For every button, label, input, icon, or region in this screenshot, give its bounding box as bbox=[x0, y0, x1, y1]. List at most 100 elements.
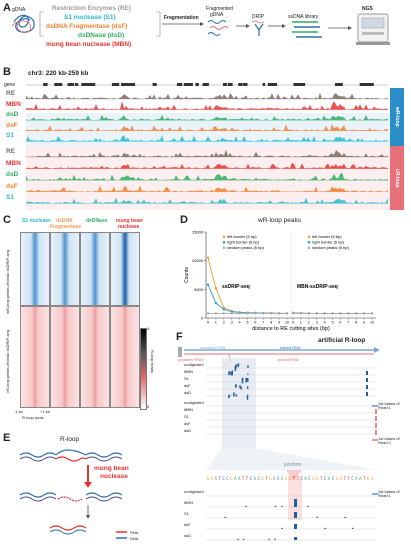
heatmap-colorbar bbox=[140, 328, 147, 410]
track-label-cr-dsf: dsF bbox=[6, 182, 18, 190]
y-tick-label: 10000 bbox=[192, 258, 204, 263]
mbn-label: mung bean nuclease (MBN) bbox=[46, 41, 132, 48]
f-bot-track-2: S1 bbox=[184, 511, 189, 516]
data-point-1 bbox=[323, 312, 326, 315]
zoom-region bbox=[222, 358, 256, 448]
x-tick-label: 10 bbox=[370, 321, 374, 325]
subpanel-title: MBN-ssDRIP-seq bbox=[297, 284, 338, 290]
heatmap-col-dsd: dsDNase bbox=[86, 218, 108, 224]
dsd-label: dsDNase (dsD) bbox=[78, 32, 125, 39]
ngs-label: NGS bbox=[362, 6, 373, 12]
heatmap-cr-3 bbox=[110, 306, 140, 408]
f-top-track-3: dsF bbox=[184, 383, 191, 388]
track-signal-wr-s1 bbox=[26, 135, 388, 142]
f-top-track-2: S1 bbox=[184, 376, 189, 381]
gene-track bbox=[26, 83, 388, 86]
data-point-1 bbox=[291, 312, 295, 315]
y-tick-label: 15000 bbox=[192, 230, 204, 235]
data-point-0 bbox=[238, 312, 241, 315]
data-point-1 bbox=[307, 312, 310, 315]
track-signal-wr-mbn bbox=[26, 100, 388, 110]
data-point-0 bbox=[246, 312, 249, 315]
track-label-cr-s1: S1 bbox=[6, 194, 14, 202]
f-mid-track-0: undigested bbox=[184, 400, 204, 405]
legend-marker bbox=[307, 235, 311, 239]
x-tick-label: 6 bbox=[339, 321, 341, 325]
f-mid-track-4: dsD bbox=[184, 428, 192, 433]
track-signal-cr-mbn bbox=[26, 162, 388, 169]
f-bot-track-4: dsD bbox=[184, 533, 192, 538]
track-label-cr-mbn: MBN bbox=[6, 159, 21, 167]
fragmented-label: Fragmented bbox=[206, 6, 233, 12]
f-bot-track-1: MBN bbox=[184, 500, 193, 505]
gdna-tangle-icon bbox=[11, 14, 35, 33]
gdna-label: gDNA bbox=[12, 7, 26, 13]
track-signal-wr-dsf bbox=[26, 124, 388, 131]
data-point-0 bbox=[222, 312, 225, 315]
f-top-track-4: dsD bbox=[184, 390, 192, 395]
x-tick-label: 9 bbox=[278, 321, 280, 325]
x-tick-label: 1 bbox=[215, 321, 217, 325]
read1-label: 1st bases of bbox=[378, 401, 400, 406]
panel-e-letter: E bbox=[3, 432, 11, 444]
heatmap-x-left: -1 kb bbox=[14, 409, 23, 414]
f-bot-track-0: undigested bbox=[184, 489, 204, 494]
heatmap-wr-0 bbox=[20, 232, 50, 306]
panel-c-letter: C bbox=[3, 214, 11, 226]
ssdna-library-icon bbox=[292, 21, 322, 38]
colorbar-max: 4 bbox=[147, 326, 150, 331]
ngs-machine-icon bbox=[356, 13, 390, 45]
legend-marker bbox=[222, 246, 226, 250]
ssdna-label: ssDNA library bbox=[288, 14, 319, 20]
panel-b-letter: B bbox=[3, 66, 11, 78]
cr-loop-tab: cR-loop bbox=[390, 146, 404, 210]
legend-label: left border (5 bp) bbox=[227, 234, 257, 239]
data-point-0 bbox=[230, 312, 233, 315]
data-point-0 bbox=[222, 308, 225, 311]
x-tick-label: 5 bbox=[247, 321, 249, 325]
legend-rna: RNA bbox=[130, 530, 139, 535]
heatmap-cr-1 bbox=[50, 306, 80, 408]
drip-antibody-icon bbox=[251, 20, 265, 36]
data-point-0 bbox=[277, 312, 281, 315]
x-tick-label: 3 bbox=[316, 321, 318, 325]
chart-title: wR-loop peaks bbox=[258, 217, 301, 224]
heatmap-cr-0 bbox=[20, 306, 50, 408]
x-tick-label: 6 bbox=[254, 321, 256, 325]
x-tick-label: 10 bbox=[285, 321, 289, 325]
s1-label: S1 nuclease (S1) bbox=[64, 14, 116, 21]
track-label-cr-dsd: dsD bbox=[6, 171, 19, 179]
heatmap-col-dsf: dsDNA bbox=[56, 218, 73, 224]
legend-label: random peaks (5 bp) bbox=[227, 245, 265, 250]
legend-label: right border (5 bp) bbox=[312, 240, 345, 245]
fragmented-label-2: gDNA bbox=[210, 12, 224, 18]
heatmap-wr-2 bbox=[80, 232, 110, 306]
read2-label-b: Read 2 bbox=[378, 440, 391, 445]
data-point-1 bbox=[299, 312, 303, 315]
data-point-0 bbox=[262, 312, 265, 315]
track-signal-wr-dsd bbox=[26, 114, 388, 121]
x-tick-label: 7 bbox=[347, 321, 349, 325]
legend-label: left border (5 bp) bbox=[312, 234, 342, 239]
f-mid-track-3: dsF bbox=[184, 421, 191, 426]
heatmap-col-mbn-2: nuclease bbox=[118, 224, 140, 230]
track-label-wr-re: RE bbox=[6, 90, 16, 97]
read2-label: 1st bases of bbox=[378, 436, 400, 441]
x-tick-label: 2 bbox=[308, 321, 310, 325]
drip-label: DRIP bbox=[252, 14, 264, 20]
track-label-wr-mbn: MBN bbox=[6, 100, 21, 108]
data-point-1 bbox=[362, 312, 366, 315]
x-tick-label: 3 bbox=[231, 321, 233, 325]
x-tick-label: 7 bbox=[262, 321, 264, 325]
data-point-0 bbox=[254, 312, 257, 315]
subpanel-title: ssDRIP-seq bbox=[222, 284, 250, 290]
track-label-cr-re: RE bbox=[6, 148, 16, 155]
unpaired-rna-label: unpaired RNA bbox=[178, 357, 204, 362]
data-point-0 bbox=[222, 306, 225, 309]
x-tick-label: 0 bbox=[292, 321, 294, 325]
data-point-1 bbox=[370, 312, 374, 315]
f-top-track-1: MBN bbox=[184, 369, 193, 374]
